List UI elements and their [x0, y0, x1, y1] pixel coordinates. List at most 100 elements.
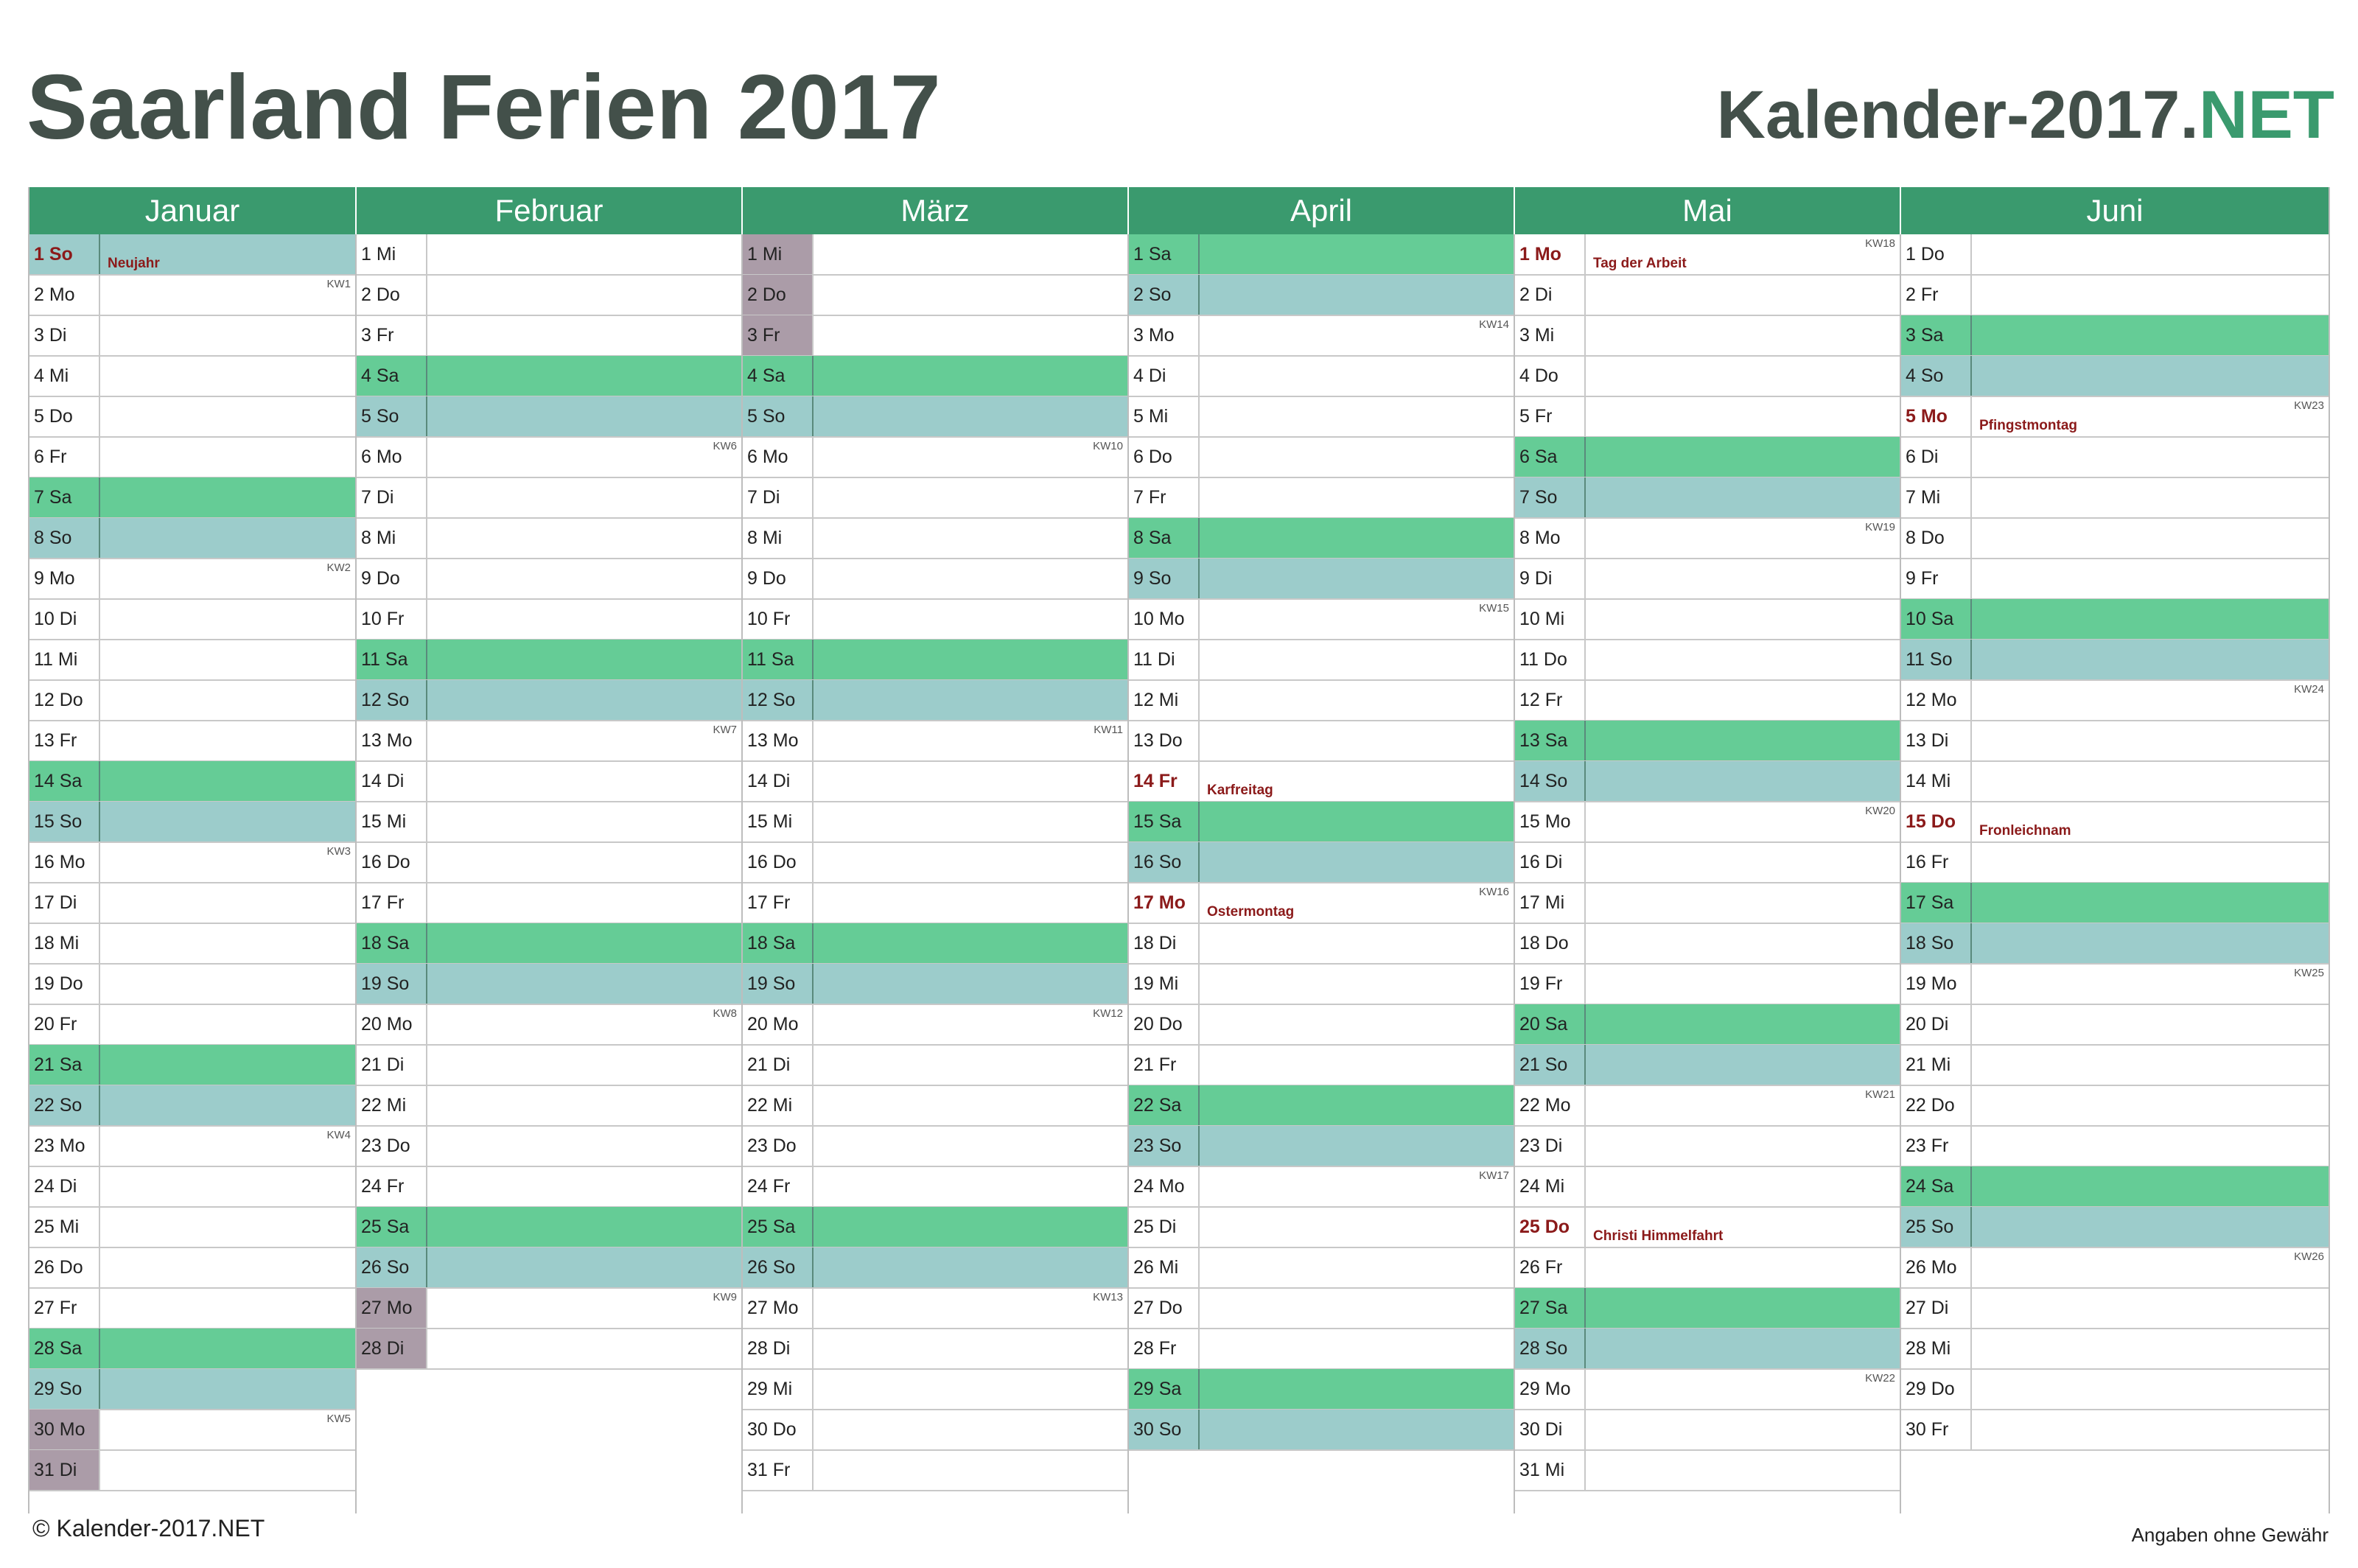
day-cell: 12 So	[357, 680, 741, 721]
day-cell: 28 So	[1515, 1329, 1900, 1370]
calendar-week-label: KW16	[1479, 886, 1509, 898]
day-cell: 22 Mi	[743, 1085, 1127, 1127]
day-label: 20 Do	[1129, 1004, 1200, 1044]
day-cell: 11 Sa	[743, 640, 1127, 681]
calendar-week-label: KW25	[2294, 967, 2324, 979]
day-cell: 27 Fr	[29, 1288, 355, 1329]
day-label: 8 Do	[1901, 518, 1972, 558]
day-label: 18 Sa	[357, 923, 427, 963]
day-label: 28 So	[1515, 1329, 1586, 1368]
day-cell: 31 Di	[29, 1450, 355, 1491]
day-label: 19 So	[743, 964, 814, 1004]
day-cell: 26 Mo KW26	[1901, 1247, 2329, 1289]
day-label: 23 Di	[1515, 1126, 1586, 1166]
day-cell: 18 So	[1901, 923, 2329, 965]
day-label: 22 Do	[1901, 1085, 1972, 1125]
day-cell: 5 Fr	[1515, 396, 1900, 438]
day-label: 20 Di	[1901, 1004, 1972, 1044]
day-label: 24 Di	[29, 1166, 100, 1206]
day-label: 24 Sa	[1901, 1166, 1972, 1206]
day-cell: 7 Di	[743, 477, 1127, 519]
day-cell: 6 Sa	[1515, 437, 1900, 478]
day-label: 15 Do	[1901, 802, 1972, 841]
day-cell: 19 Mo KW25	[1901, 964, 2329, 1005]
day-label: 13 Fr	[29, 721, 100, 760]
day-cell: 15 So	[29, 802, 355, 843]
day-label: 16 Mo	[29, 842, 100, 882]
day-label: 13 Di	[1901, 721, 1972, 760]
day-cell: 30 Mo KW5	[29, 1410, 355, 1451]
calendar-week-label: KW4	[326, 1129, 351, 1141]
day-cell: 9 Fr	[1901, 559, 2329, 600]
day-cell: 11 Sa	[357, 640, 741, 681]
day-label: 1 Mi	[357, 234, 427, 274]
day-label: 8 Mi	[743, 518, 814, 558]
day-cell: 20 Mo KW12	[743, 1004, 1127, 1046]
day-label: 8 Mi	[357, 518, 427, 558]
day-cell: 18 Di	[1129, 923, 1514, 965]
day-cell: 12 So	[743, 680, 1127, 721]
month-days: 1 Do 2 Fr 3 Sa 4 So 5 Mo Pfingstmontag KW23 6 D…	[1901, 234, 2329, 1513]
day-label: 16 Do	[357, 842, 427, 882]
brand-main: Kalender-2017.	[1716, 77, 2199, 153]
day-cell: 23 Mo KW4	[29, 1126, 355, 1167]
day-cell: 31 Fr	[743, 1450, 1127, 1491]
day-label: 10 Fr	[357, 599, 427, 639]
calendar-week-label: KW18	[1865, 237, 1895, 250]
day-cell: 22 So	[29, 1085, 355, 1127]
day-label: 25 So	[1901, 1207, 1972, 1247]
day-cell: 5 Mi	[1129, 396, 1514, 438]
day-cell: 6 Di	[1901, 437, 2329, 478]
day-label: 4 Sa	[743, 356, 814, 396]
day-cell: 14 Fr Karfreitag	[1129, 761, 1514, 802]
public-holiday-name: Karfreitag	[1207, 783, 1273, 798]
day-label: 19 Mo	[1901, 964, 1972, 1004]
day-cell: 24 Fr	[357, 1166, 741, 1208]
day-label: 30 Di	[1515, 1410, 1586, 1449]
day-label: 23 So	[1129, 1126, 1200, 1166]
day-cell: 8 So	[29, 518, 355, 559]
day-cell: 29 Do	[1901, 1369, 2329, 1410]
day-cell: 17 Fr	[743, 883, 1127, 924]
day-label: 6 Di	[1901, 437, 1972, 477]
day-cell: 26 So	[743, 1247, 1127, 1289]
day-label: 6 Fr	[29, 437, 100, 477]
day-label: 11 So	[1901, 640, 1972, 679]
day-label: 30 Mo	[29, 1410, 100, 1449]
calendar-week-label: KW14	[1479, 318, 1509, 331]
day-cell: 11 Do	[1515, 640, 1900, 681]
day-cell: 21 Fr	[1129, 1045, 1514, 1086]
day-label: 5 Fr	[1515, 396, 1586, 436]
day-cell: 21 Di	[743, 1045, 1127, 1086]
day-label: 10 Mi	[1515, 599, 1586, 639]
day-label: 21 Di	[357, 1045, 427, 1085]
day-cell: 25 Do Christi Himmelfahrt	[1515, 1207, 1900, 1248]
day-label: 6 Do	[1129, 437, 1200, 477]
calendar-week-label: KW3	[326, 845, 351, 858]
day-cell: 13 Di	[1901, 721, 2329, 762]
day-cell: 22 Do	[1901, 1085, 2329, 1127]
day-label: 14 So	[1515, 761, 1586, 801]
day-cell: 27 Mo KW13	[743, 1288, 1127, 1329]
month-column: März 1 Mi 2 Do 3 Fr 4 Sa 5 So 6 Mo KW10 7 Di 8 Mi…	[741, 187, 1127, 1513]
day-cell: 15 Mi	[743, 802, 1127, 843]
day-label: 2 So	[1129, 275, 1200, 315]
day-cell: 10 Fr	[743, 599, 1127, 640]
day-label: 5 So	[357, 396, 427, 436]
day-cell: 21 Di	[357, 1045, 741, 1086]
day-label: 18 So	[1901, 923, 1972, 963]
day-cell: 21 So	[1515, 1045, 1900, 1086]
day-label: 13 Do	[1129, 721, 1200, 760]
day-cell: 6 Mo KW6	[357, 437, 741, 478]
public-holiday-name: Fronleichnam	[1979, 823, 2071, 839]
day-label: 12 Do	[29, 680, 100, 720]
footer-copyright: © Kalender-2017.NET	[32, 1515, 265, 1541]
day-cell: 4 Do	[1515, 356, 1900, 397]
day-cell: 12 Do	[29, 680, 355, 721]
day-label: 9 Do	[357, 559, 427, 598]
calendar-week-label: KW20	[1865, 805, 1895, 817]
day-label: 26 Mo	[1901, 1247, 1972, 1287]
day-label: 18 Do	[1515, 923, 1586, 963]
day-cell: 15 Sa	[1129, 802, 1514, 843]
day-cell: 10 Mi	[1515, 599, 1900, 640]
